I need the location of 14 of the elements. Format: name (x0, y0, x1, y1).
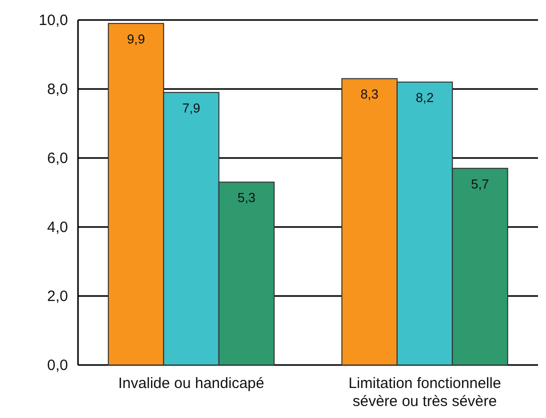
data-label: 8,3 (360, 86, 379, 102)
y-tick-label: 8,0 (47, 81, 68, 98)
x-tick-label: Limitation fonctionnelle sévère ou très sévère (348, 375, 502, 410)
data-label: 9,9 (126, 31, 146, 46)
y-tick-label: 10,0 (38, 12, 68, 29)
y-tick-label: 4,0 (47, 219, 68, 236)
data-label: 7,9 (182, 100, 200, 116)
y-tick-label: 2,0 (47, 288, 68, 305)
y-tick-label: 0,0 (47, 357, 68, 374)
data-label: 5,3 (237, 190, 256, 206)
y-tick-label: 6,0 (47, 150, 68, 167)
data-label: 8,2 (416, 90, 434, 106)
x-tick-label: Invalide ou handicapé (118, 375, 264, 392)
data-label: 5,7 (470, 176, 490, 192)
